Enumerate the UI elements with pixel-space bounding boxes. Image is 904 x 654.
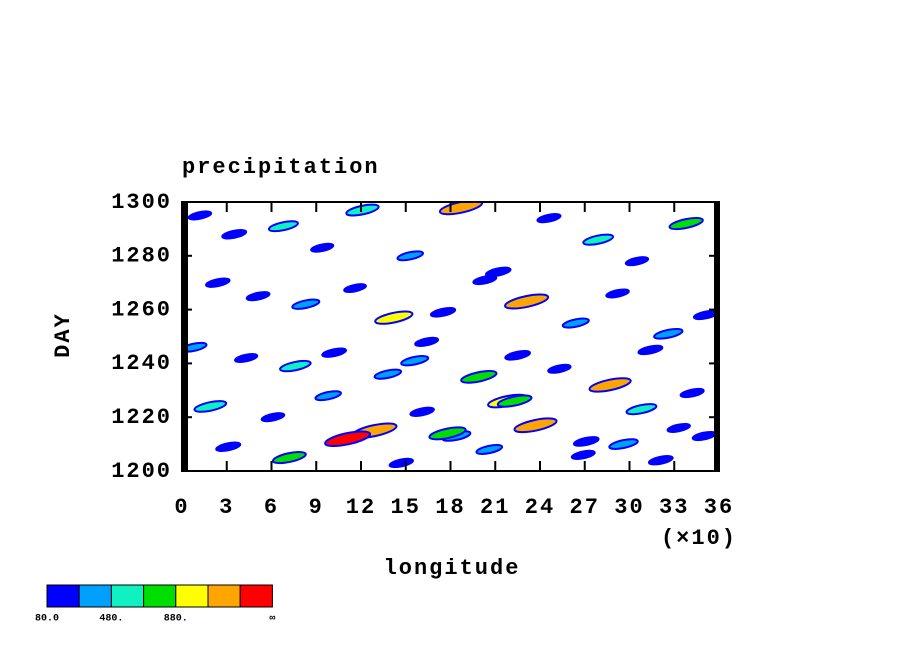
precip-cell: [572, 436, 600, 447]
precip-cell: [205, 277, 231, 288]
y-tick-label: 1220: [111, 405, 172, 430]
precip-cell: [310, 242, 335, 253]
x-tick-label: 36: [704, 495, 734, 520]
colorbar-cell: [143, 584, 177, 608]
precip-cell: [187, 210, 213, 221]
precip-cell: [321, 347, 348, 358]
x-tick-label: 12: [346, 495, 376, 520]
x-tick-label: 21: [480, 495, 510, 520]
colorbar-cell: [175, 584, 209, 608]
precip-cell: [625, 403, 658, 416]
precip-cell: [245, 291, 271, 302]
field: [182, 202, 719, 469]
x-tick-label: 6: [264, 495, 279, 520]
y-tick-label: 1200: [111, 459, 172, 484]
precip-cell: [260, 412, 286, 423]
precip-cell: [484, 266, 512, 278]
precip-cell: [472, 274, 498, 286]
precip-cell: [570, 449, 596, 460]
precip-cell: [666, 422, 691, 433]
precip-cell: [414, 336, 440, 347]
precip-cell: [193, 400, 228, 413]
colorbar-label: 480.: [99, 614, 123, 625]
precip-cell: [637, 344, 664, 356]
colorbar-cell: [46, 584, 80, 608]
x-tick-label: 0: [174, 495, 189, 520]
x-axis-multiplier: (×10): [661, 526, 737, 551]
x-tick-label: 18: [435, 495, 465, 520]
x-tick-label: 24: [525, 495, 555, 520]
colorbar-label: 880.: [164, 614, 188, 625]
precip-cell: [314, 390, 342, 402]
y-axis-label: DAY: [51, 312, 76, 358]
x-tick-label: 9: [309, 495, 324, 520]
precip-cell: [513, 417, 558, 434]
precip-cell: [475, 444, 504, 455]
precip-cell: [279, 359, 312, 373]
precip-cell: [345, 203, 380, 217]
y-tick-label: 1280: [111, 244, 172, 269]
x-tick-label: 3: [219, 495, 234, 520]
left-edge: [182, 202, 188, 471]
precip-cell: [221, 229, 248, 240]
precip-cell: [679, 387, 705, 399]
precip-cell: [388, 457, 414, 469]
precip-cell: [547, 363, 572, 374]
y-tick-label: 1260: [111, 297, 172, 322]
precip-cell: [267, 220, 299, 233]
precip-cell: [668, 216, 704, 231]
precip-cell: [653, 327, 684, 340]
precip-cell: [582, 233, 615, 246]
precip-cell: [438, 202, 484, 216]
precip-cell: [496, 394, 533, 408]
precip-cell: [561, 317, 590, 329]
precip-cell: [429, 307, 457, 318]
x-tick-label: 27: [570, 495, 600, 520]
x-axis-label: longitude: [384, 556, 521, 581]
colorbar-cell: [239, 584, 273, 608]
precip-cell: [271, 451, 307, 465]
precip-cell: [409, 406, 435, 417]
precip-cell: [234, 353, 259, 363]
precip-cell: [291, 298, 321, 310]
colorbar-label: ∞: [269, 614, 275, 625]
colorbar-cell: [207, 584, 241, 608]
colorbar-label: 80.0: [35, 614, 59, 625]
precip-cell: [396, 250, 424, 262]
precip-cell: [324, 430, 372, 447]
precip-cell: [624, 256, 650, 267]
precip-cell: [400, 355, 430, 367]
chart-title: precipitation: [182, 155, 380, 180]
y-tick-label: 1240: [111, 351, 172, 376]
precip-cell: [343, 283, 367, 293]
colorbar-cell: [78, 584, 112, 608]
precip-cell: [428, 426, 467, 441]
x-tick-label: 33: [659, 495, 689, 520]
precip-cell: [215, 441, 242, 453]
precip-cell: [608, 438, 639, 450]
x-tick-label: 30: [614, 495, 644, 520]
precip-cell: [460, 369, 498, 384]
precip-cell: [374, 310, 414, 325]
precip-cell: [536, 213, 562, 224]
precip-cell: [647, 455, 674, 466]
precip-cell: [691, 430, 717, 442]
right-edge: [714, 202, 719, 471]
y-tick-label: 1300: [111, 190, 172, 215]
precip-cell: [588, 377, 632, 393]
precip-cell: [605, 288, 630, 299]
colorbar-cell: [110, 584, 145, 608]
x-tick-label: 15: [391, 495, 421, 520]
precip-cell: [504, 350, 531, 361]
precip-cell: [373, 368, 403, 380]
precip-cell: [504, 293, 550, 310]
